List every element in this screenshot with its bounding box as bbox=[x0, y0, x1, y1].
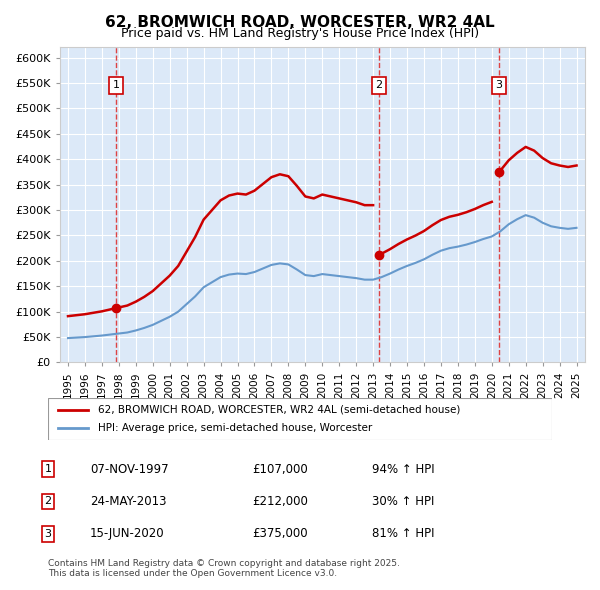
Text: 1: 1 bbox=[113, 80, 119, 90]
Text: 07-NOV-1997: 07-NOV-1997 bbox=[90, 463, 169, 476]
Text: 1: 1 bbox=[44, 464, 52, 474]
Text: 3: 3 bbox=[44, 529, 52, 539]
Text: 24-MAY-2013: 24-MAY-2013 bbox=[90, 495, 167, 508]
Text: 81% ↑ HPI: 81% ↑ HPI bbox=[372, 527, 434, 540]
Text: Price paid vs. HM Land Registry's House Price Index (HPI): Price paid vs. HM Land Registry's House … bbox=[121, 27, 479, 40]
Text: 2: 2 bbox=[375, 80, 382, 90]
Text: 94% ↑ HPI: 94% ↑ HPI bbox=[372, 463, 434, 476]
FancyBboxPatch shape bbox=[48, 398, 552, 440]
Text: £212,000: £212,000 bbox=[252, 495, 308, 508]
Text: 2: 2 bbox=[44, 497, 52, 506]
Text: Contains HM Land Registry data © Crown copyright and database right 2025.
This d: Contains HM Land Registry data © Crown c… bbox=[48, 559, 400, 578]
Text: £375,000: £375,000 bbox=[252, 527, 308, 540]
Text: 62, BROMWICH ROAD, WORCESTER, WR2 4AL: 62, BROMWICH ROAD, WORCESTER, WR2 4AL bbox=[105, 15, 495, 30]
Text: 15-JUN-2020: 15-JUN-2020 bbox=[90, 527, 164, 540]
Text: 30% ↑ HPI: 30% ↑ HPI bbox=[372, 495, 434, 508]
Text: 3: 3 bbox=[496, 80, 502, 90]
Text: HPI: Average price, semi-detached house, Worcester: HPI: Average price, semi-detached house,… bbox=[98, 423, 373, 433]
Text: £107,000: £107,000 bbox=[252, 463, 308, 476]
Text: 62, BROMWICH ROAD, WORCESTER, WR2 4AL (semi-detached house): 62, BROMWICH ROAD, WORCESTER, WR2 4AL (s… bbox=[98, 405, 461, 415]
